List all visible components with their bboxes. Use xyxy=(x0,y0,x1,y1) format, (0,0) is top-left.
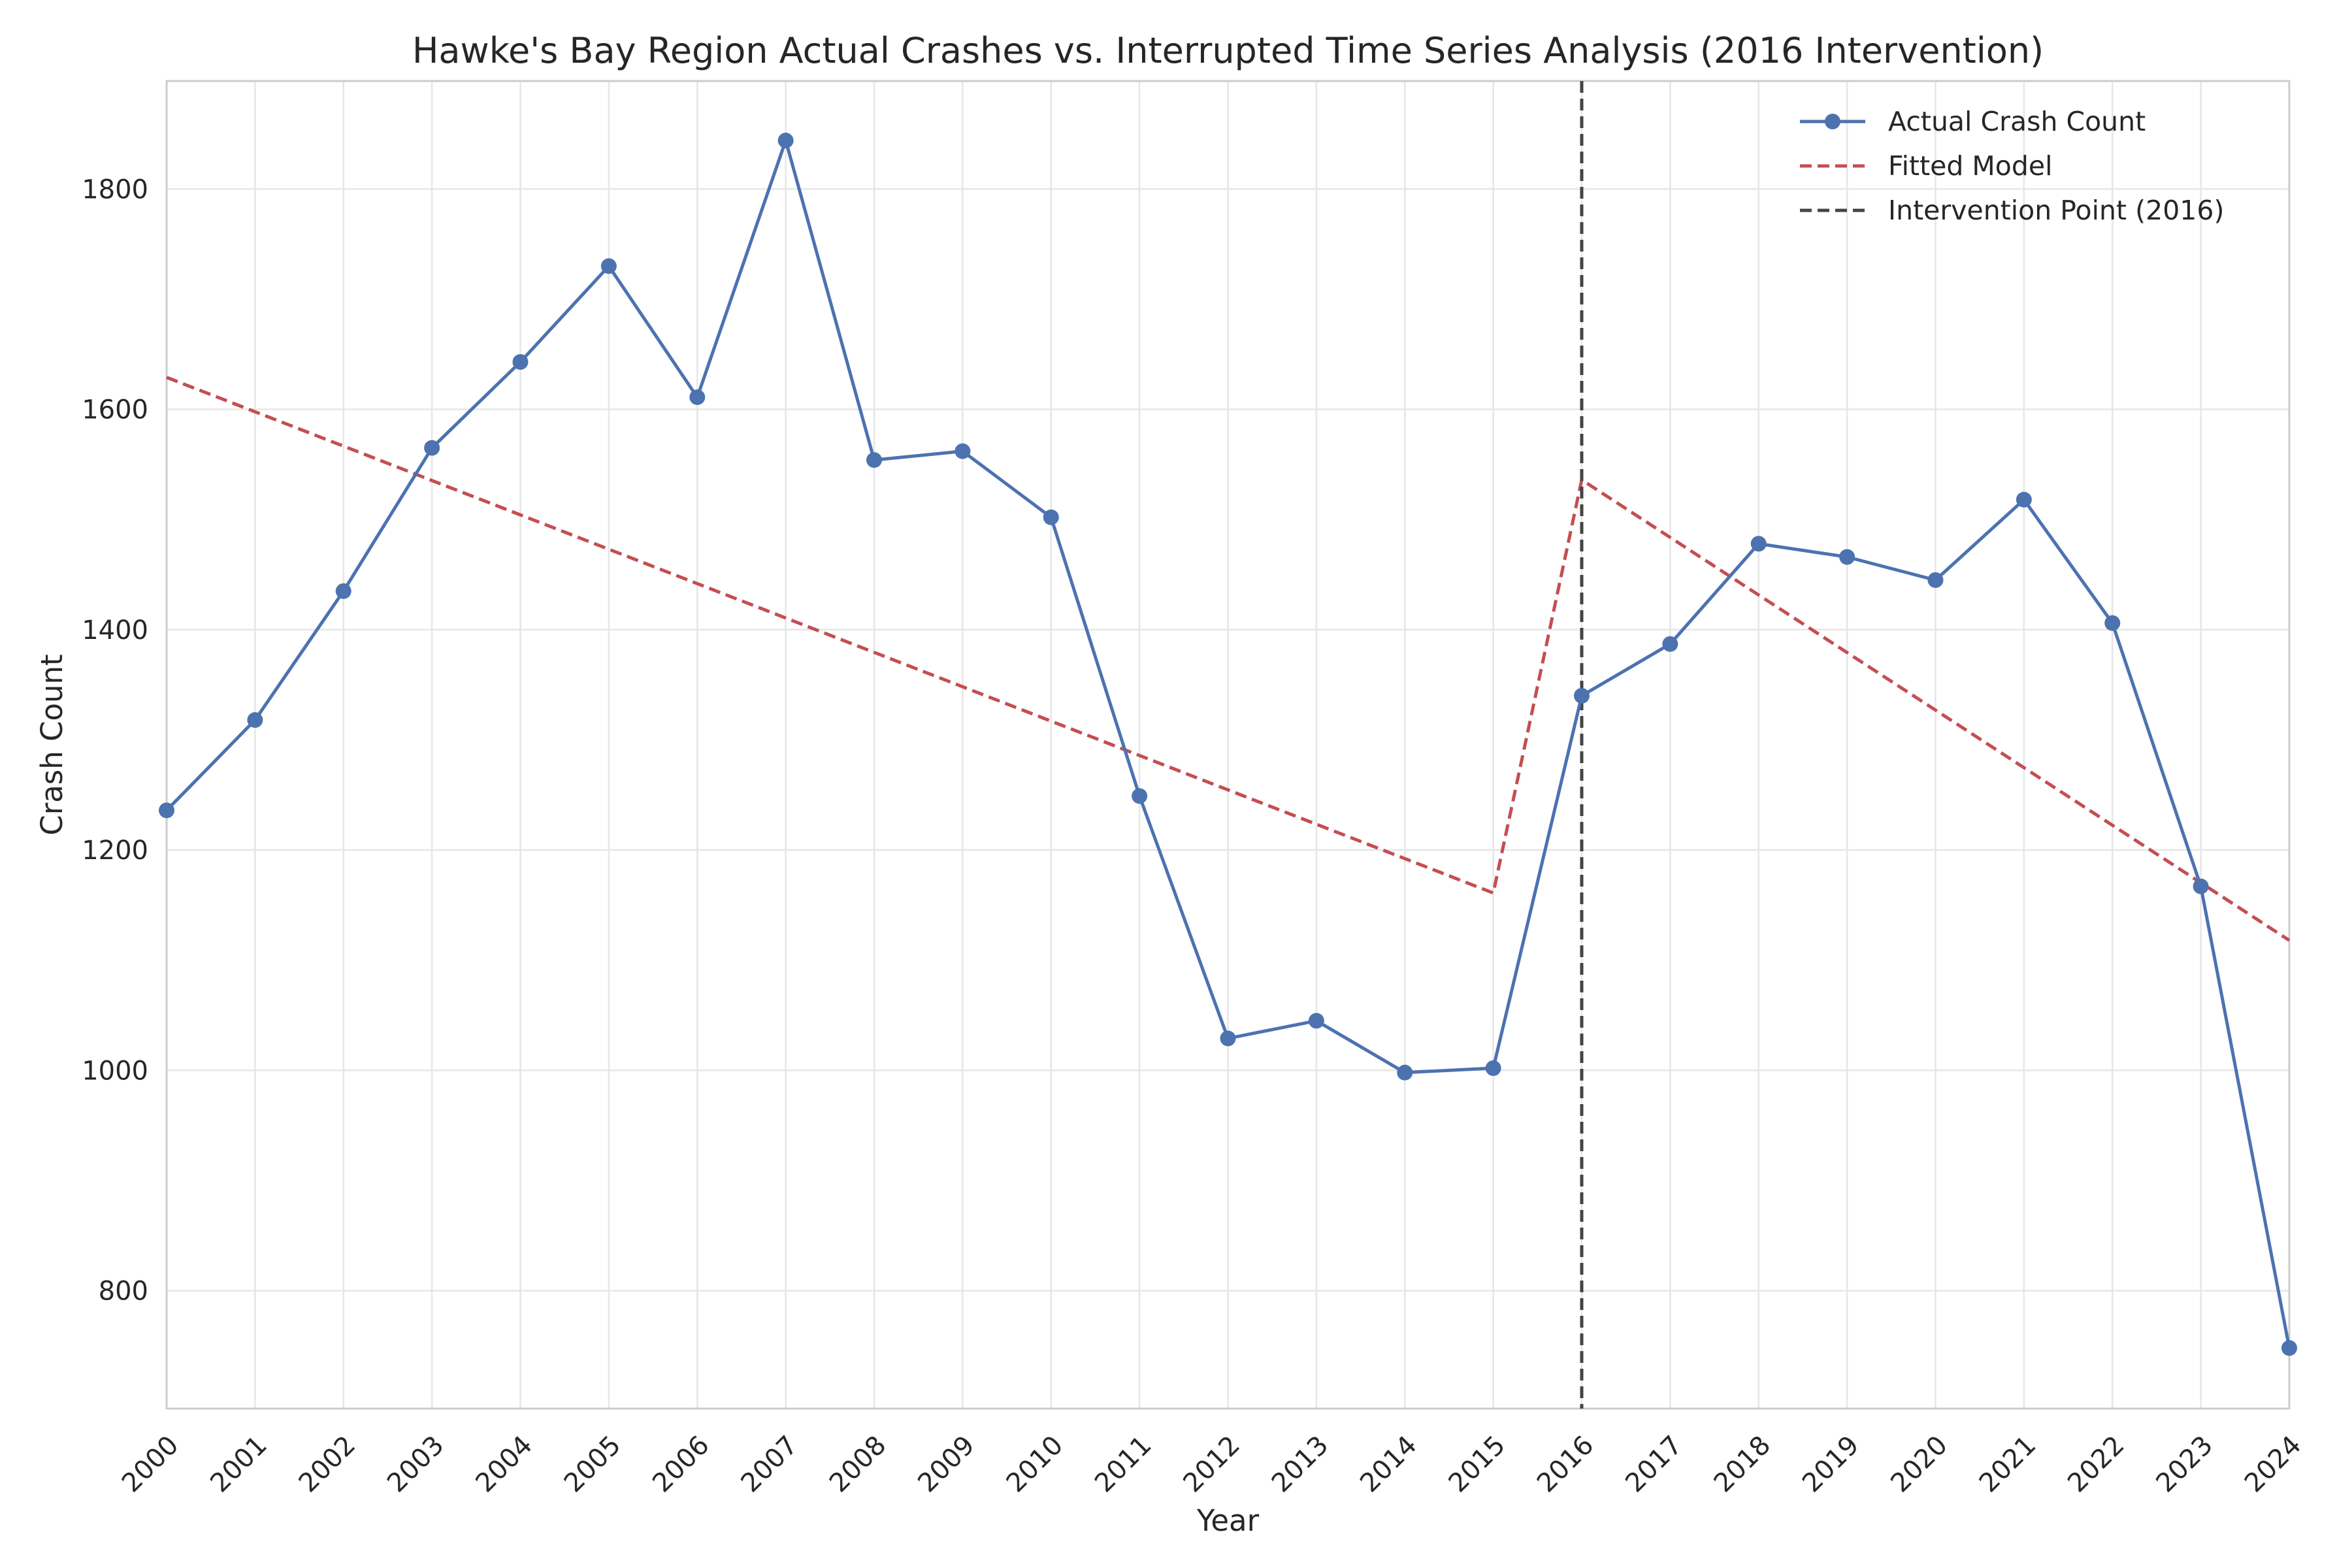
data-point xyxy=(777,133,794,149)
data-point xyxy=(1220,1030,1236,1047)
y-tick-label: 1400 xyxy=(82,615,148,645)
data-point xyxy=(1662,636,1678,652)
data-point xyxy=(2281,1340,2297,1356)
y-tick-label: 1800 xyxy=(82,174,148,204)
legend-label-actual: Actual Crash Count xyxy=(1888,106,2146,137)
data-point xyxy=(424,440,440,456)
data-point xyxy=(600,258,617,274)
plot-frame xyxy=(165,80,2291,1410)
data-point xyxy=(1574,687,1590,704)
legend-label-fitted: Fitted Model xyxy=(1888,150,2053,182)
data-point xyxy=(2193,878,2209,894)
data-layer xyxy=(159,81,2297,1409)
fitted-model-line xyxy=(166,376,2291,942)
data-point xyxy=(1132,788,1148,804)
x-axis-label: Year xyxy=(1196,1503,1260,1538)
data-point xyxy=(159,802,174,819)
data-point xyxy=(335,583,351,599)
y-axis-label: Crash Count xyxy=(35,654,69,835)
data-point xyxy=(1839,549,1855,565)
y-tick-label: 1600 xyxy=(82,395,148,425)
y-tick-label: 1200 xyxy=(82,836,148,866)
legend-marker-actual xyxy=(1825,114,1840,129)
legend-label-intervention: Intervention Point (2016) xyxy=(1888,195,2224,226)
data-point xyxy=(1485,1060,1501,1076)
data-point xyxy=(689,389,706,405)
legend-item-intervention: Intervention Point (2016) xyxy=(1800,195,2224,226)
data-point xyxy=(955,443,971,459)
data-point xyxy=(1927,572,1944,588)
data-point xyxy=(866,452,882,468)
data-point xyxy=(247,712,263,728)
y-tick-label: 800 xyxy=(99,1277,148,1307)
data-point xyxy=(2016,491,2032,508)
data-point xyxy=(2104,615,2121,631)
legend-item-actual: Actual Crash Count xyxy=(1800,106,2146,137)
data-point xyxy=(512,354,529,370)
chart-title: Hawke's Bay Region Actual Crashes vs. In… xyxy=(412,30,2044,71)
y-tick-label: 1000 xyxy=(82,1056,148,1086)
legend-item-fitted: Fitted Model xyxy=(1800,150,2053,182)
data-point xyxy=(1397,1064,1413,1081)
data-point xyxy=(1308,1013,1324,1029)
legend: Actual Crash Count Fitted Model Interven… xyxy=(1800,106,2224,226)
data-point xyxy=(1750,536,1767,552)
data-point xyxy=(1043,509,1059,525)
